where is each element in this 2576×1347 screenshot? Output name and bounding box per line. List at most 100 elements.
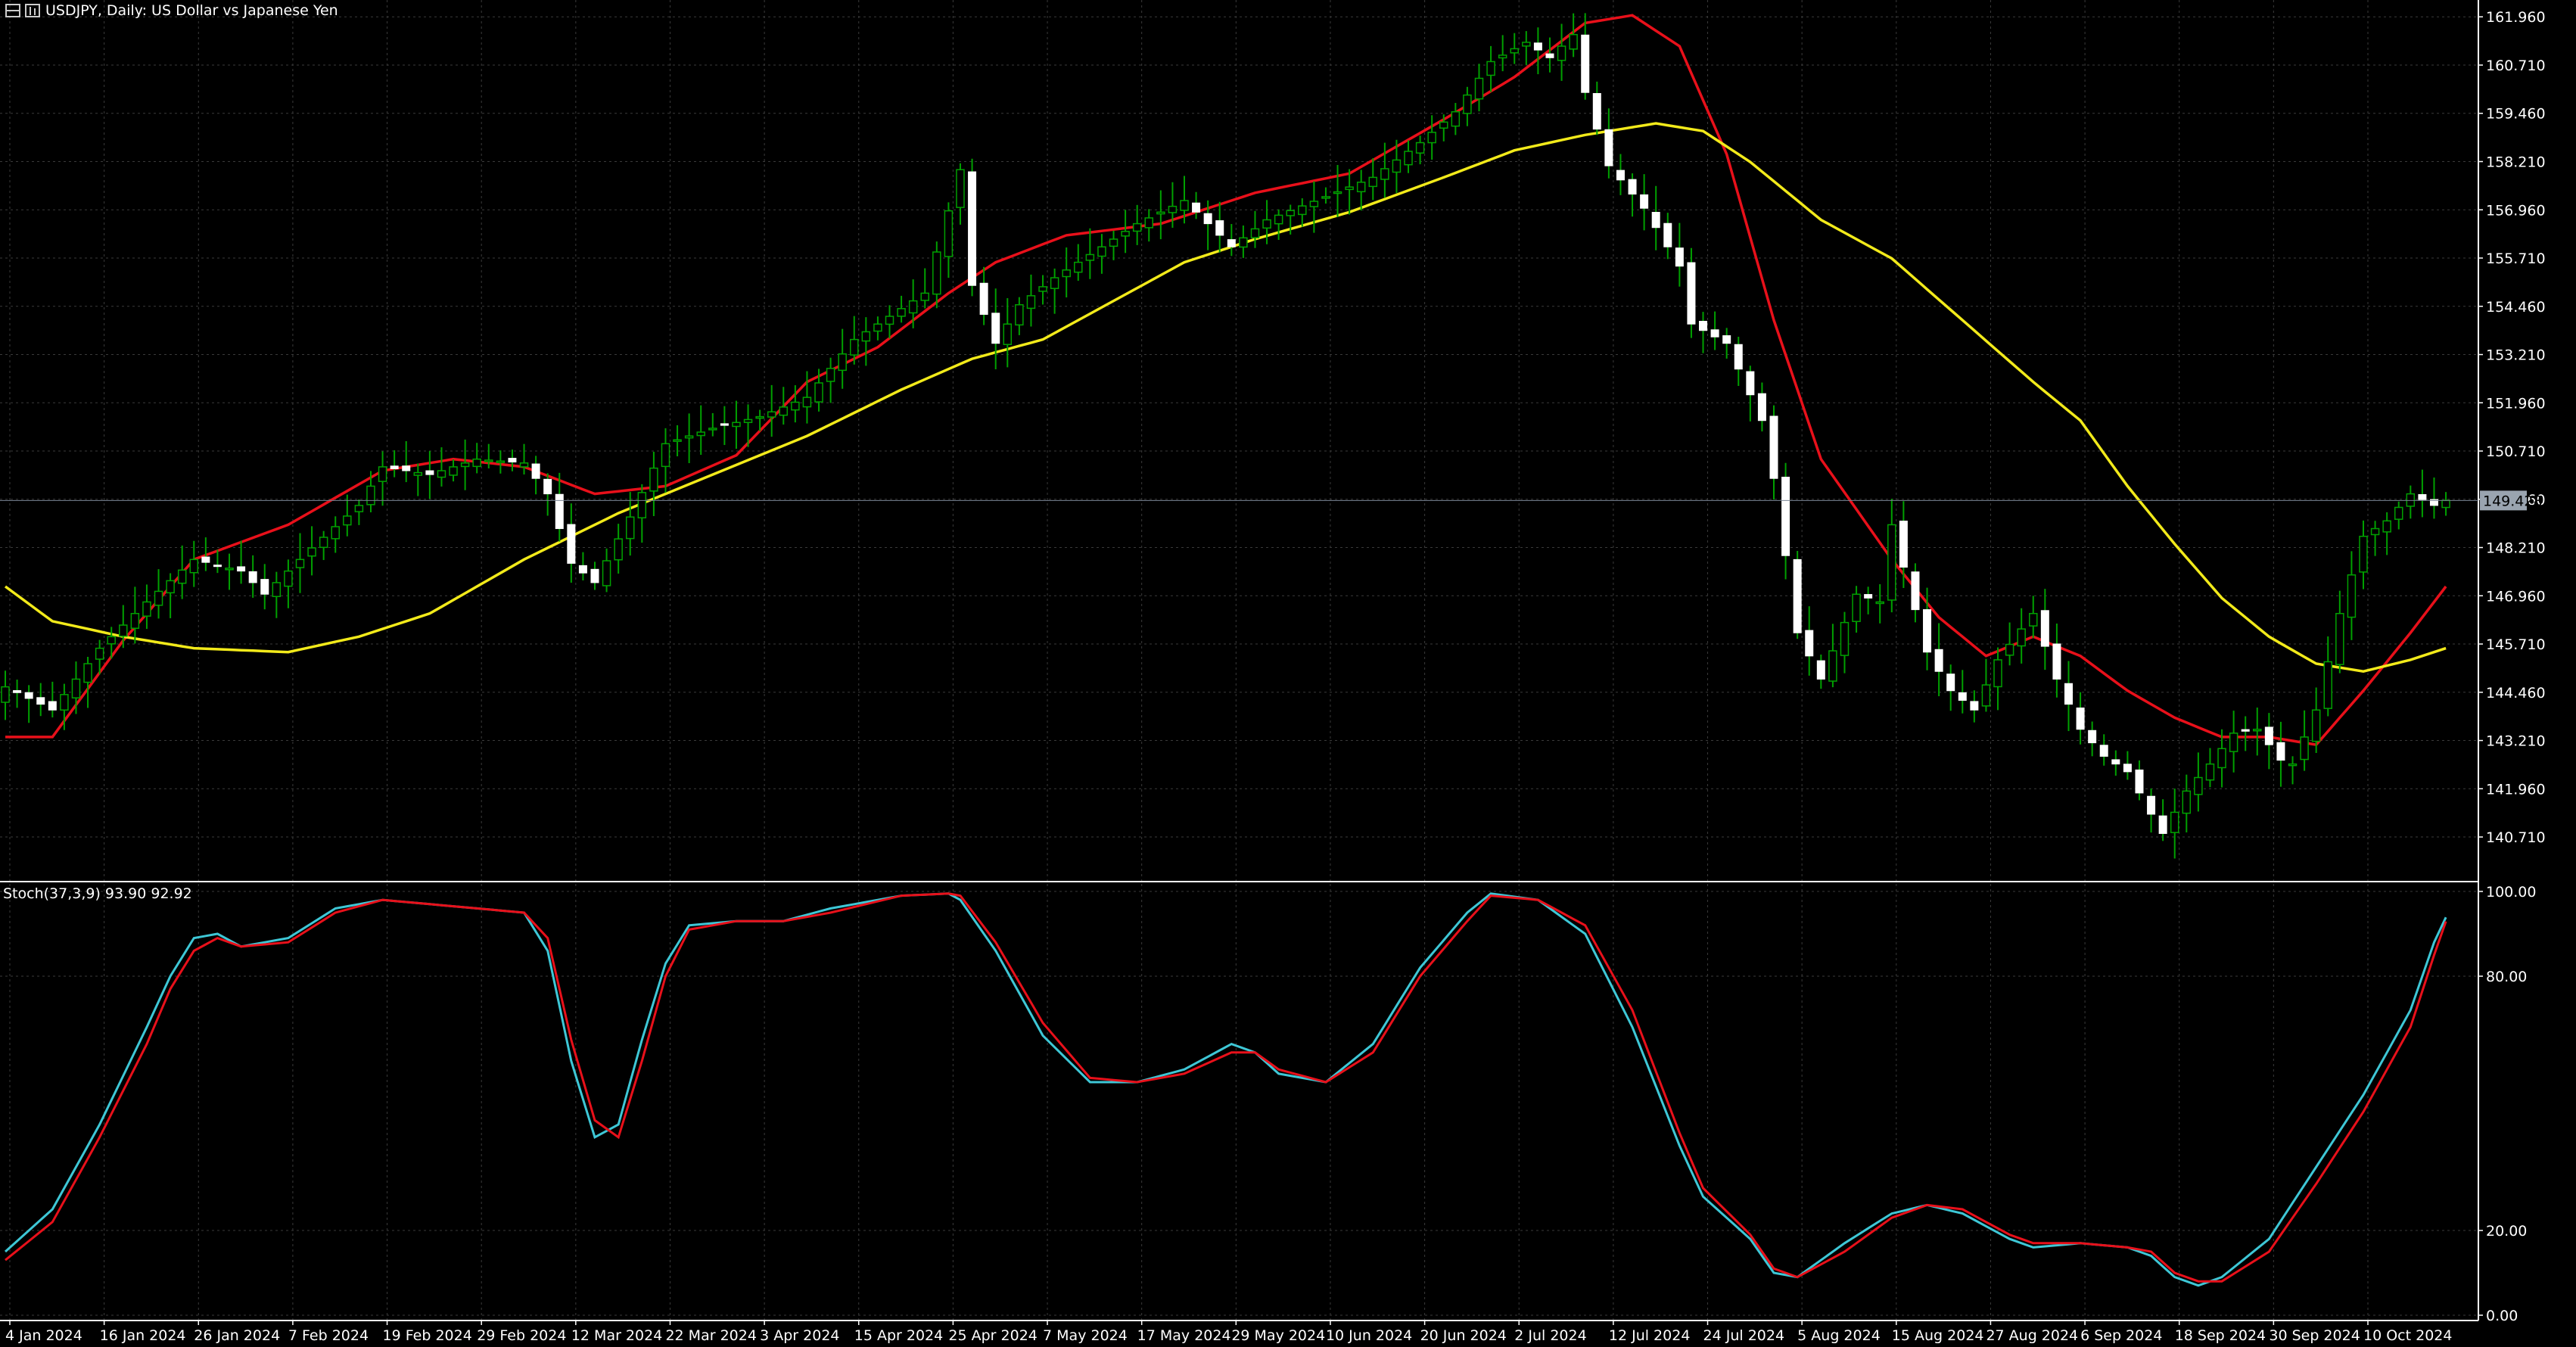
candle-down bbox=[36, 697, 45, 705]
candle-up bbox=[838, 353, 847, 372]
candle-down bbox=[2052, 643, 2061, 680]
candle-up bbox=[272, 582, 282, 597]
bars-icon[interactable] bbox=[25, 4, 40, 17]
candle-up bbox=[1239, 237, 1248, 248]
candle-up bbox=[437, 470, 446, 478]
candle-up bbox=[2170, 811, 2179, 833]
symbol-icons[interactable] bbox=[5, 4, 40, 17]
candle-up bbox=[60, 694, 69, 711]
price-tick-label: 158.210 bbox=[2486, 154, 2546, 170]
candle-down bbox=[1781, 477, 1790, 556]
candle-down bbox=[425, 470, 434, 475]
price-tick-label: 150.710 bbox=[2486, 443, 2546, 460]
candle-up bbox=[2182, 790, 2192, 814]
candle-up bbox=[908, 300, 918, 314]
stochastic-lines bbox=[4, 892, 2447, 1287]
candle-up bbox=[1404, 151, 1413, 166]
axes bbox=[0, 0, 2479, 1321]
candle-down bbox=[968, 171, 977, 286]
candle-up bbox=[673, 439, 682, 442]
candle-up bbox=[2347, 574, 2357, 618]
date-tick-label: 3 Apr 2024 bbox=[760, 1327, 839, 1344]
candle-down bbox=[2088, 729, 2097, 744]
candle-down bbox=[508, 458, 517, 463]
candle-down bbox=[1640, 194, 1649, 209]
candle-up bbox=[225, 568, 234, 571]
candle-up bbox=[1062, 269, 1071, 278]
candle-up bbox=[1993, 659, 2002, 688]
candle-up bbox=[307, 547, 316, 557]
candle-down bbox=[1533, 42, 1542, 51]
candle-down bbox=[1699, 321, 1708, 331]
candle-up bbox=[1274, 214, 1283, 225]
price-tick-label: 156.960 bbox=[2486, 202, 2546, 219]
candle-down bbox=[48, 701, 57, 711]
candle-up bbox=[472, 458, 481, 468]
candle-up bbox=[2253, 728, 2262, 732]
candle-up bbox=[920, 292, 929, 301]
candle-up bbox=[2300, 736, 2309, 761]
date-tick-label: 17 May 2024 bbox=[1137, 1327, 1231, 1344]
candle-down bbox=[1899, 521, 1908, 568]
candle-up bbox=[95, 647, 104, 660]
candle-up bbox=[1038, 286, 1047, 292]
candle-down bbox=[1203, 213, 1212, 225]
candle-up bbox=[1333, 191, 1342, 194]
axis-labels: 161.960 160.710 159.460 158.210 156.960 155.7… bbox=[5, 9, 2546, 1344]
candle-up bbox=[956, 169, 965, 208]
candle-down bbox=[213, 565, 222, 568]
candle-up bbox=[2323, 661, 2333, 709]
candle-down bbox=[567, 524, 576, 564]
stoch-d-line bbox=[5, 892, 2447, 1283]
candle-down bbox=[2135, 769, 2144, 794]
date-tick-label: 29 Feb 2024 bbox=[477, 1327, 566, 1344]
candle-up bbox=[154, 590, 163, 606]
candle-down bbox=[201, 556, 210, 563]
candle-up bbox=[119, 624, 128, 637]
candle-up bbox=[1486, 61, 1495, 76]
candle-down bbox=[260, 579, 269, 595]
candle-down bbox=[1581, 34, 1590, 93]
candle-up bbox=[684, 435, 694, 439]
candle-up bbox=[1085, 254, 1095, 261]
candle-down bbox=[555, 493, 564, 530]
ma-yellow-line bbox=[4, 122, 2447, 673]
candle-up bbox=[496, 460, 506, 464]
candle-down bbox=[1805, 630, 1814, 657]
candle-down bbox=[2264, 726, 2273, 745]
candle-up bbox=[319, 537, 328, 549]
candle-up bbox=[2382, 520, 2391, 533]
date-tick-label: 7 Feb 2024 bbox=[288, 1327, 369, 1344]
stoch-tick-label: 100.00 bbox=[2486, 884, 2536, 901]
candle-up bbox=[861, 331, 871, 342]
candle-down bbox=[1710, 329, 1719, 338]
candle-up bbox=[107, 636, 116, 645]
price-tick-label: 155.710 bbox=[2486, 250, 2546, 267]
date-tick-label: 29 May 2024 bbox=[1231, 1327, 1325, 1344]
candle-down bbox=[2111, 759, 2120, 765]
candle-up bbox=[1, 686, 10, 703]
candle-up bbox=[1321, 196, 1330, 199]
candle-up bbox=[1298, 205, 1307, 216]
candle-up bbox=[1250, 228, 1260, 238]
candle-down bbox=[2158, 815, 2167, 834]
candle-down bbox=[1675, 247, 1684, 267]
candle-up bbox=[130, 612, 140, 629]
candle-up bbox=[1451, 110, 1461, 127]
price-tick-label: 148.210 bbox=[2486, 540, 2546, 557]
candle-up bbox=[2441, 499, 2450, 509]
candle-up bbox=[189, 558, 199, 574]
candle-up bbox=[1286, 210, 1295, 216]
grid bbox=[0, 0, 2478, 1321]
date-tick-label: 4 Jan 2024 bbox=[5, 1327, 82, 1344]
date-tick-label: 12 Mar 2024 bbox=[571, 1327, 662, 1344]
candle-up bbox=[1522, 42, 1531, 47]
candle-up bbox=[791, 401, 800, 411]
candle-up bbox=[1439, 121, 1448, 129]
candle-up bbox=[295, 558, 305, 568]
date-tick-label: 25 Apr 2024 bbox=[948, 1327, 1037, 1344]
candle-up bbox=[1875, 601, 1884, 605]
price-tick-label: 154.460 bbox=[2486, 299, 2546, 316]
